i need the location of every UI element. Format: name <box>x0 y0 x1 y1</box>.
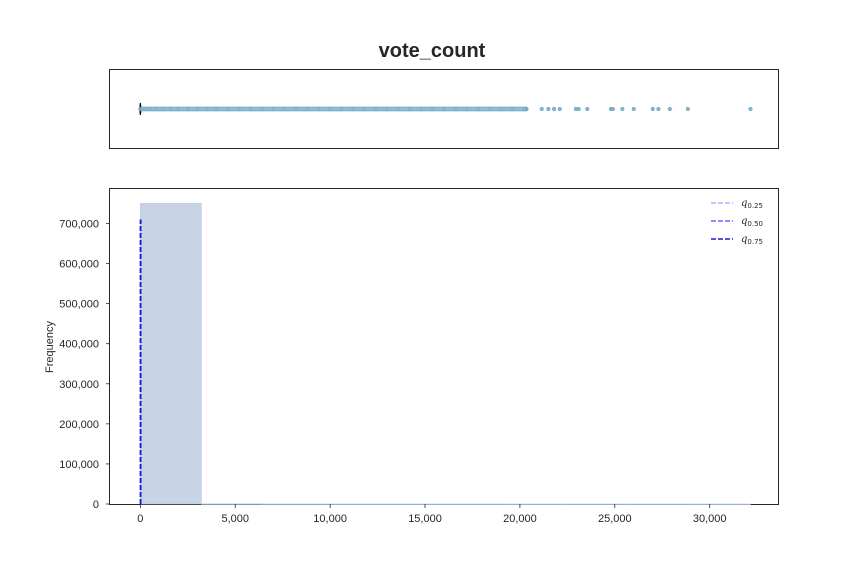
y-tick-label: 100,000 <box>59 459 99 471</box>
histogram-bar <box>628 503 690 505</box>
x-tick-label: 0 <box>137 513 143 525</box>
legend-label: q0.50 <box>741 216 763 228</box>
boxplot-layer <box>138 103 753 115</box>
quantile-lines <box>139 219 142 504</box>
histogram-bar <box>567 503 629 505</box>
legend-label: q0.25 <box>741 198 763 210</box>
outlier-band <box>140 106 527 112</box>
y-tick-label: 500,000 <box>59 299 99 311</box>
histogram-bar <box>323 503 385 505</box>
histogram-bar <box>445 503 507 505</box>
outlier-point <box>546 106 551 111</box>
chart-title: vote_count <box>378 40 486 62</box>
outlier-point <box>576 106 581 111</box>
y-tick-label: 0 <box>93 499 99 511</box>
x-tick-label: 25,000 <box>598 513 632 525</box>
y-tick-label: 400,000 <box>59 339 99 351</box>
histogram-bar <box>262 503 324 505</box>
y-tick-label: 700,000 <box>59 218 99 230</box>
x-tick-label: 30,000 <box>693 513 727 525</box>
histogram-bar <box>384 503 446 505</box>
y-tick-label: 600,000 <box>59 259 99 271</box>
outlier-point <box>610 106 615 111</box>
y-ticks: 0 100,000 200,000 300,000 400,000 500,000 600,… <box>59 218 110 511</box>
x-tick-label: 10,000 <box>313 513 347 525</box>
y-axis-label: Frequency <box>44 321 56 373</box>
y-tick-label: 300,000 <box>59 379 99 391</box>
outlier-point <box>552 106 557 111</box>
x-tick-label: 15,000 <box>408 513 442 525</box>
outlier-point <box>685 106 690 111</box>
outlier-point <box>656 106 661 111</box>
x-tick-label: 5,000 <box>221 513 249 525</box>
histogram-bar <box>140 203 202 505</box>
outlier-point <box>539 106 544 111</box>
histogram-bar <box>201 503 263 505</box>
outlier-point <box>748 106 753 111</box>
legend: q0.25 q0.50 q0.75 <box>711 198 763 246</box>
histogram-frame <box>109 188 779 505</box>
outlier-point <box>620 106 625 111</box>
x-tick-label: 20,000 <box>503 513 537 525</box>
histogram-bar <box>689 503 751 505</box>
histogram-bars <box>140 203 751 505</box>
outlier-point <box>557 106 562 111</box>
histogram-bar <box>506 503 568 505</box>
legend-label: q0.75 <box>741 234 763 246</box>
y-tick-label: 200,000 <box>59 419 99 431</box>
outlier-point <box>650 106 655 111</box>
outlier-point <box>585 106 590 111</box>
outlier-point <box>667 106 672 111</box>
outlier-point <box>631 106 636 111</box>
x-ticks: 0 5,000 10,000 15,000 20,000 25,000 30,000 <box>137 504 727 525</box>
